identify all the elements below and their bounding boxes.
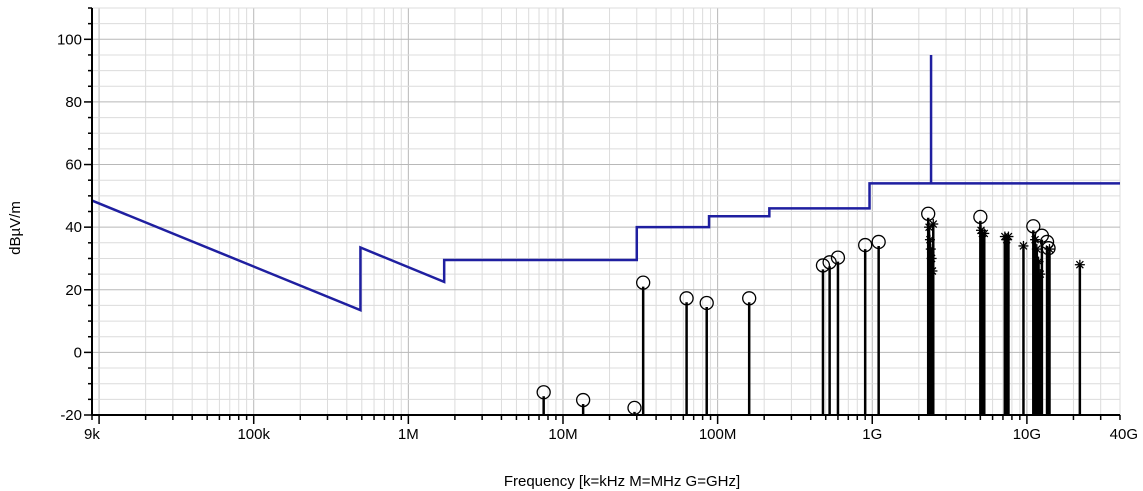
emission-star-marker	[1003, 232, 1013, 242]
y-tick-label: 40	[65, 219, 82, 236]
emission-star-marker	[926, 244, 936, 254]
y-tick-label: -20	[60, 407, 82, 424]
x-axis-title: Frequency [k=kHz M=MHz G=GHz]	[504, 473, 740, 490]
emission-star-marker	[1034, 257, 1044, 267]
emission-star-marker	[1044, 244, 1054, 254]
y-tick-label: 0	[74, 344, 82, 361]
y-tick-label: 100	[57, 31, 82, 48]
y-tick-label: 60	[65, 157, 82, 174]
x-tick-label: 9k	[84, 426, 100, 443]
x-tick-label: 1M	[398, 426, 419, 443]
emission-star-marker	[1032, 244, 1042, 254]
x-tick-label: 10G	[1013, 426, 1041, 443]
emission-star-marker	[979, 228, 989, 238]
x-tick-label: 10M	[548, 426, 577, 443]
emission-star-marker	[1075, 260, 1085, 270]
emission-star-marker	[927, 266, 937, 276]
emission-star-marker	[927, 253, 937, 263]
emission-star-marker	[1035, 269, 1045, 279]
y-tick-label: 80	[65, 94, 82, 111]
y-tick-label: 20	[65, 282, 82, 299]
emission-star-marker	[928, 219, 938, 229]
emission-star-marker	[925, 235, 935, 245]
x-tick-label: 40G	[1110, 426, 1138, 443]
x-tick-label: 1G	[862, 426, 882, 443]
y-axis-title: dBµV/m	[7, 201, 24, 255]
x-tick-label: 100k	[237, 426, 270, 443]
x-tick-label: 100M	[699, 426, 737, 443]
emission-star-marker	[1018, 241, 1028, 251]
